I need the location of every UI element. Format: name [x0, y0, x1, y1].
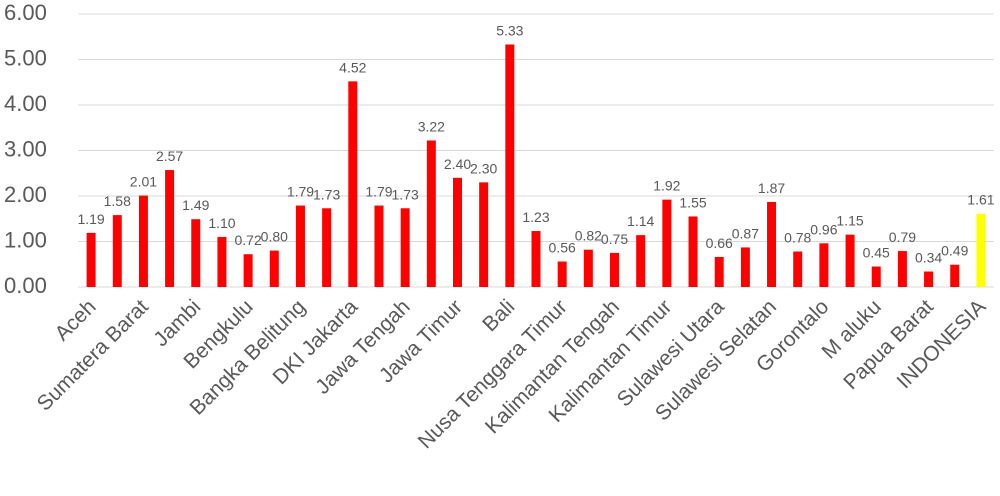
- data-label: 1.14: [627, 213, 654, 229]
- data-label: 1.92: [653, 178, 680, 194]
- data-label: 1.19: [77, 211, 104, 227]
- bar: [897, 251, 907, 287]
- x-tick-label: Bali: [478, 295, 519, 336]
- data-label: 1.15: [836, 213, 863, 229]
- data-label: 0.66: [706, 235, 733, 251]
- bar: [112, 215, 122, 287]
- y-tick-label: 0.00: [4, 273, 47, 298]
- data-label: 1.73: [313, 186, 340, 202]
- data-label: 0.82: [575, 228, 602, 244]
- bar: [610, 252, 620, 287]
- bar: [557, 261, 567, 287]
- bar: [217, 236, 227, 287]
- data-label: 1.87: [758, 180, 785, 196]
- bar: [531, 231, 541, 287]
- y-tick-label: 3.00: [4, 136, 47, 161]
- y-tick-label: 4.00: [4, 91, 47, 116]
- bar: [269, 250, 279, 287]
- data-label: 0.96: [810, 221, 837, 237]
- bar: [295, 205, 305, 287]
- bar: [740, 247, 750, 287]
- data-label: 1.61: [967, 192, 994, 208]
- bar: [479, 182, 489, 287]
- bar: [243, 254, 253, 287]
- bar: [138, 195, 148, 287]
- data-label: 2.01: [130, 174, 157, 190]
- data-label: 1.23: [522, 209, 549, 225]
- bar: [924, 271, 934, 287]
- bar: [322, 208, 332, 287]
- bar: [374, 205, 384, 287]
- data-label: 1.73: [392, 186, 419, 202]
- data-label: 0.45: [863, 245, 890, 261]
- data-label: 4.52: [339, 59, 366, 75]
- bar: [871, 266, 881, 287]
- data-label: 0.56: [549, 240, 576, 256]
- y-tick-label: 2.00: [4, 182, 47, 207]
- bar: [505, 44, 515, 287]
- bar: [819, 243, 829, 287]
- data-label: 0.80: [261, 229, 288, 245]
- bar: [452, 177, 462, 287]
- data-label: 5.33: [496, 22, 523, 38]
- bar: [793, 251, 803, 287]
- bar: [662, 199, 672, 287]
- data-label: 1.55: [679, 194, 706, 210]
- data-label: 1.49: [182, 197, 209, 213]
- data-label: 0.75: [601, 231, 628, 247]
- bar: [348, 81, 358, 287]
- bar: [976, 213, 986, 287]
- data-label: 0.79: [889, 229, 916, 245]
- data-label: 2.40: [444, 156, 471, 172]
- y-tick-label: 1.00: [4, 227, 47, 252]
- data-label: 0.72: [234, 232, 261, 248]
- bar: [165, 170, 175, 287]
- data-label: 0.49: [941, 243, 968, 259]
- data-label: 2.30: [470, 160, 497, 176]
- bar: [191, 219, 201, 287]
- data-label: 2.57: [156, 148, 183, 164]
- bar: [86, 232, 96, 287]
- bar: [426, 140, 436, 287]
- bar: [845, 234, 855, 287]
- bar: [688, 216, 698, 287]
- data-label: 1.79: [365, 184, 392, 200]
- bar: [583, 249, 593, 287]
- data-label: 3.22: [418, 118, 445, 134]
- data-label: 1.58: [104, 193, 131, 209]
- bar: [400, 208, 410, 287]
- bar: [636, 235, 646, 287]
- y-tick-label: 6.00: [4, 0, 47, 25]
- data-label: 1.10: [208, 215, 235, 231]
- data-label: 0.78: [784, 230, 811, 246]
- data-label: 0.34: [915, 250, 942, 266]
- bar: [714, 256, 724, 287]
- data-label: 1.79: [287, 184, 314, 200]
- data-label: 0.87: [732, 225, 759, 241]
- y-tick-label: 5.00: [4, 45, 47, 70]
- bar: [767, 201, 777, 287]
- bar: [950, 264, 960, 287]
